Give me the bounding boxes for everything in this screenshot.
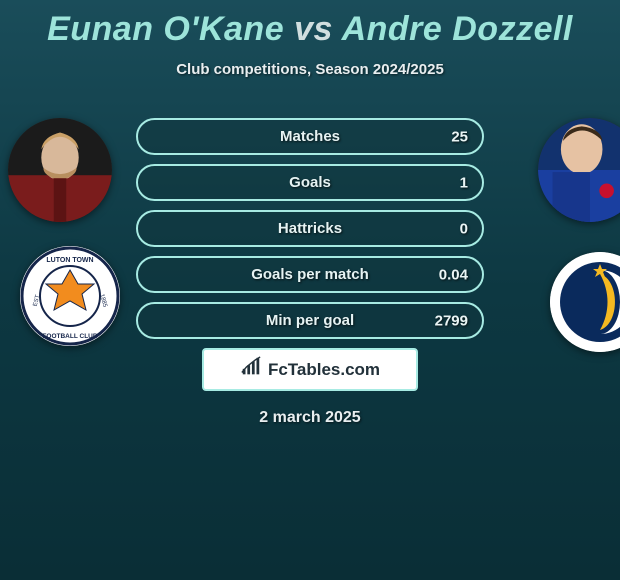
svg-text:FOOTBALL CLUB: FOOTBALL CLUB bbox=[42, 333, 97, 340]
subtitle: Club competitions, Season 2024/2025 bbox=[0, 61, 620, 78]
stat-label: Hattricks bbox=[278, 220, 342, 237]
chart-icon bbox=[240, 356, 262, 383]
player2-club-badge bbox=[550, 252, 620, 352]
brand-box: FcTables.com bbox=[202, 348, 418, 391]
stat-label: Goals per match bbox=[251, 266, 369, 283]
stat-label: Matches bbox=[280, 128, 340, 145]
stat-row: Matches 25 bbox=[136, 118, 484, 155]
stat-value-right: 2799 bbox=[435, 312, 468, 329]
stat-row: Min per goal 2799 bbox=[136, 302, 484, 339]
player1-avatar bbox=[8, 118, 112, 222]
stats-list: Matches 25 Goals 1 Hattricks 0 Goals per… bbox=[136, 118, 484, 339]
stat-row: Goals 1 bbox=[136, 164, 484, 201]
stat-value-right: 25 bbox=[451, 128, 468, 145]
svg-text:LUTON TOWN: LUTON TOWN bbox=[46, 257, 93, 264]
player2-avatar bbox=[538, 118, 620, 222]
player1-name: Eunan O'Kane bbox=[47, 10, 284, 48]
player1-club-badge: LUTON TOWN FOOTBALL CLUB EST 1885 bbox=[20, 246, 120, 346]
player2-name: Andre Dozzell bbox=[342, 10, 573, 48]
comparison-title: Eunan O'Kane vs Andre Dozzell bbox=[0, 0, 620, 49]
stat-value-right: 0.04 bbox=[439, 266, 468, 283]
content-area: LUTON TOWN FOOTBALL CLUB EST 1885 Matche… bbox=[0, 106, 620, 336]
stat-label: Min per goal bbox=[266, 312, 354, 329]
stat-value-right: 1 bbox=[460, 174, 468, 191]
stat-row: Goals per match 0.04 bbox=[136, 256, 484, 293]
date-text: 2 march 2025 bbox=[0, 409, 620, 427]
vs-text: vs bbox=[294, 10, 333, 48]
stat-value-right: 0 bbox=[460, 220, 468, 237]
stat-row: Hattricks 0 bbox=[136, 210, 484, 247]
stat-label: Goals bbox=[289, 174, 331, 191]
brand-text: FcTables.com bbox=[268, 360, 380, 380]
